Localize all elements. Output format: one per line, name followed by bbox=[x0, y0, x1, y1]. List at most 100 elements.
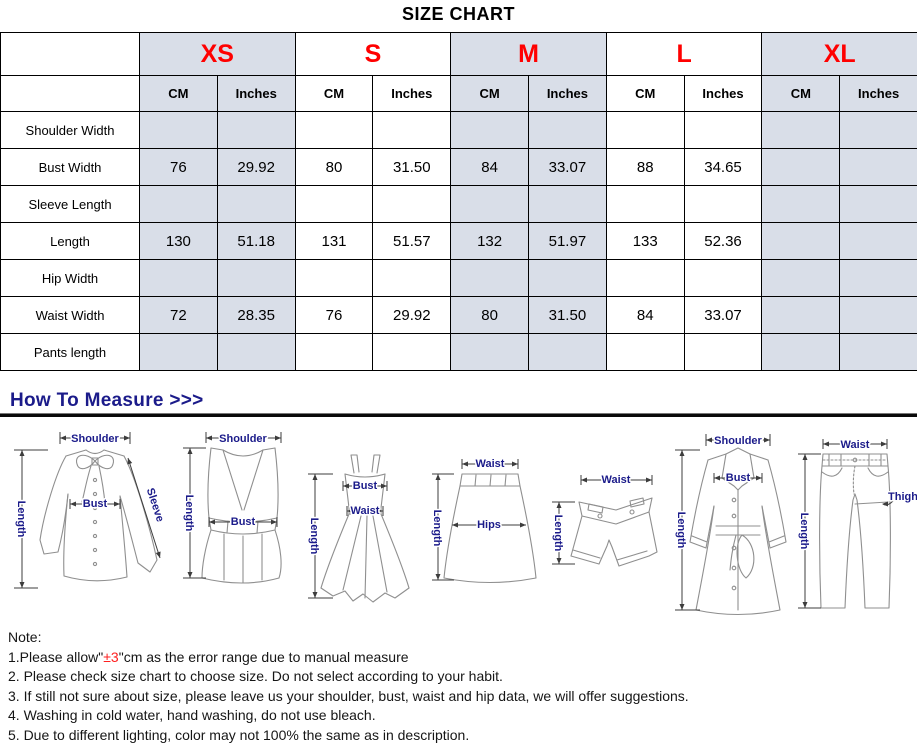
unit-header: Inches bbox=[216, 75, 296, 112]
measure-label: Bust bbox=[726, 472, 751, 484]
size-header-xl: XL bbox=[761, 32, 917, 76]
table-cell bbox=[761, 185, 841, 223]
how-to-measure-heading: How To Measure >>> bbox=[10, 390, 204, 411]
table-cell: 29.92 bbox=[372, 296, 452, 334]
row-label: Shoulder Width bbox=[0, 111, 140, 149]
table-cell bbox=[605, 185, 685, 223]
table-cell bbox=[839, 148, 917, 186]
table-cell bbox=[216, 259, 296, 297]
page-title: SIZE CHART bbox=[402, 4, 515, 24]
table-row: Pants length bbox=[0, 333, 917, 371]
table-row: Length 130 51.18 131 51.57 132 51.97 133… bbox=[0, 222, 917, 260]
measure-label: Waist bbox=[351, 505, 380, 517]
note-text: 1.Please allow" bbox=[8, 648, 104, 665]
note-line: 4. Washing in cold water, hand washing, … bbox=[8, 707, 376, 723]
table-cell bbox=[450, 333, 529, 371]
table-cell bbox=[528, 185, 607, 223]
table-cell bbox=[139, 333, 218, 371]
measure-label: Bust bbox=[353, 480, 378, 492]
measure-label: Bust bbox=[83, 498, 108, 510]
row-label: Pants length bbox=[0, 333, 140, 371]
table-cell: 29.92 bbox=[216, 148, 296, 186]
table-cell bbox=[139, 111, 218, 149]
row-label: Waist Width bbox=[0, 296, 140, 334]
table-cell bbox=[605, 111, 685, 149]
corner-cell bbox=[0, 32, 140, 76]
table-cell bbox=[683, 111, 763, 149]
table-cell bbox=[761, 259, 841, 297]
table-cell: 51.18 bbox=[216, 222, 296, 260]
pants-drawing: Waist Thigh Length bbox=[797, 438, 917, 609]
measure-label: Length bbox=[798, 513, 810, 550]
note-line: 5. Due to different lighting, color may … bbox=[8, 726, 470, 743]
table-cell bbox=[605, 333, 685, 371]
measure-label: Length bbox=[552, 515, 564, 552]
table-cell: 80 bbox=[450, 296, 529, 334]
measure-label: Bust bbox=[231, 516, 256, 528]
table-cell: 88 bbox=[605, 148, 685, 186]
table-cell bbox=[450, 111, 529, 149]
table-cell bbox=[294, 185, 374, 223]
table-cell bbox=[372, 259, 452, 297]
table-cell bbox=[839, 185, 917, 223]
table-cell bbox=[139, 185, 218, 223]
dress-drawing: Bust Waist Length bbox=[307, 454, 410, 603]
measure-label: Length bbox=[431, 510, 443, 547]
notes-heading: Note: bbox=[8, 629, 42, 645]
table-cell bbox=[372, 111, 452, 149]
table-cell: 131 bbox=[294, 222, 374, 260]
table-cell bbox=[372, 185, 452, 223]
table-cell bbox=[216, 111, 296, 149]
notes-section: Note: 1.Please allow"±3"cm as the error … bbox=[8, 628, 689, 745]
note-line: 3. If still not sure about size, please … bbox=[8, 687, 689, 704]
unit-header-row: CM Inches CM Inches CM Inches CM Inches … bbox=[0, 75, 917, 112]
size-header-l: L bbox=[605, 32, 763, 76]
table-cell bbox=[528, 259, 607, 297]
figure-pants: Waist Thigh Length bbox=[795, 428, 917, 626]
unit-header: Inches bbox=[528, 75, 607, 112]
table-cell bbox=[761, 148, 841, 186]
table-cell: 51.97 bbox=[528, 222, 607, 260]
table-cell: 33.07 bbox=[683, 296, 763, 334]
measure-label: Length bbox=[183, 495, 195, 532]
table-cell bbox=[605, 259, 685, 297]
table-cell bbox=[294, 111, 374, 149]
table-cell: 76 bbox=[139, 148, 218, 186]
table-cell bbox=[839, 296, 917, 334]
table-cell bbox=[528, 111, 607, 149]
table-cell: 51.57 bbox=[372, 222, 452, 260]
measure-label: Length bbox=[675, 512, 687, 549]
table-cell bbox=[761, 222, 841, 260]
measure-label: Waist bbox=[841, 439, 870, 451]
table-cell bbox=[450, 259, 529, 297]
measure-label: Waist bbox=[476, 458, 505, 470]
size-chart-table: XS S M L XL CM Inches CM Inches CM Inche… bbox=[0, 32, 917, 371]
measure-label: Thigh bbox=[888, 491, 917, 503]
figure-dress: Bust Waist Length bbox=[303, 428, 428, 626]
unit-header: Inches bbox=[372, 75, 452, 112]
table-cell bbox=[216, 185, 296, 223]
table-cell: 72 bbox=[139, 296, 218, 334]
table-cell bbox=[450, 185, 529, 223]
table-cell: 132 bbox=[450, 222, 529, 260]
table-cell bbox=[839, 222, 917, 260]
table-cell: 31.50 bbox=[372, 148, 452, 186]
unit-header: CM bbox=[761, 75, 841, 112]
table-cell bbox=[372, 333, 452, 371]
table-cell bbox=[761, 333, 841, 371]
table-cell bbox=[839, 111, 917, 149]
table-cell bbox=[683, 185, 763, 223]
skirt-drawing: Waist Hips Length bbox=[430, 457, 537, 584]
table-cell: 80 bbox=[294, 148, 374, 186]
size-header-row: XS S M L XL bbox=[0, 32, 917, 76]
measure-label: Length bbox=[15, 501, 27, 538]
table-cell: 133 bbox=[605, 222, 685, 260]
note-line: 2. Please check size chart to choose siz… bbox=[8, 668, 503, 684]
table-cell bbox=[294, 259, 374, 297]
size-header-s: S bbox=[294, 32, 452, 76]
row-label: Bust Width bbox=[0, 148, 140, 186]
unit-header: Inches bbox=[839, 75, 917, 112]
unit-header: Inches bbox=[683, 75, 763, 112]
table-cell bbox=[139, 259, 218, 297]
